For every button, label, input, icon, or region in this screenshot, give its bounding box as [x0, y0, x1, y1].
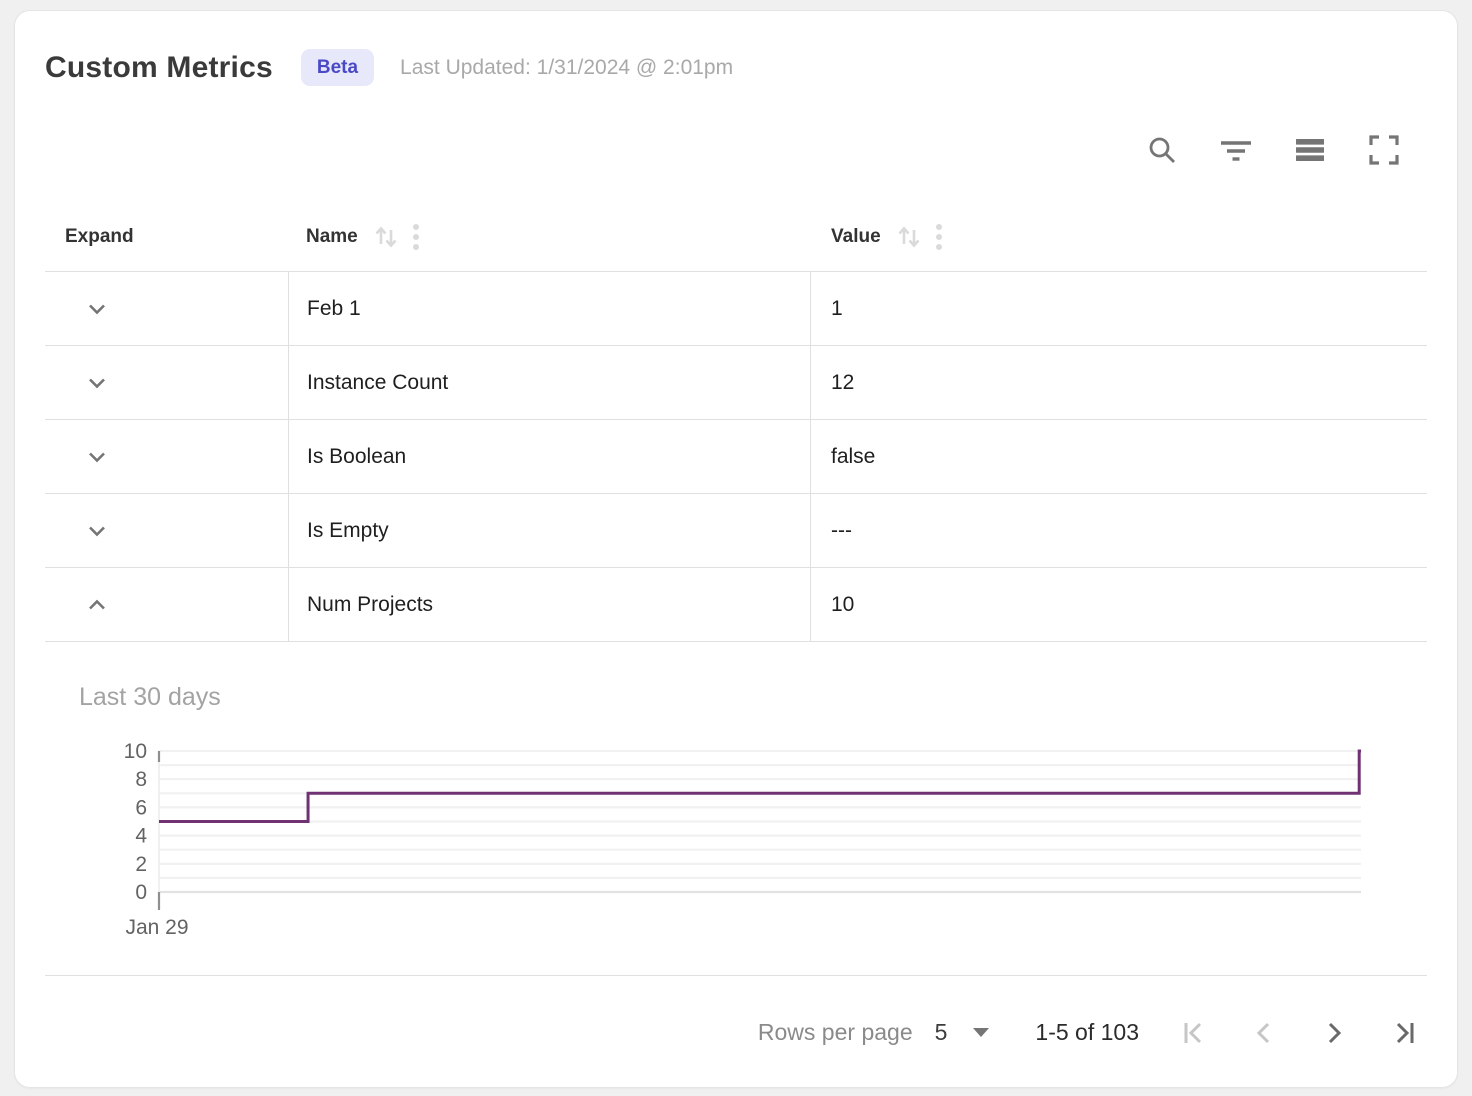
table-footer: Rows per page 5 1-5 of 103 — [45, 975, 1427, 1087]
rows-per-page-select[interactable]: 5 — [935, 1019, 990, 1046]
sort-icon[interactable] — [895, 224, 923, 250]
pagination-controls — [1179, 1018, 1419, 1048]
table-row: Instance Count 12 — [45, 346, 1427, 420]
sort-icon[interactable] — [372, 224, 400, 250]
cell-value: 12 — [831, 370, 855, 394]
cell-name: Is Boolean — [288, 420, 811, 493]
column-header-name-label: Name — [306, 226, 358, 247]
step-line-chart: 0 2 4 6 8 10 Jan 29 — [124, 740, 1361, 939]
column-header-value[interactable]: Value — [811, 222, 1427, 252]
fullscreen-icon — [1369, 135, 1399, 165]
select-arrow-icon — [973, 1028, 990, 1037]
table-row: Is Boolean false — [45, 420, 1427, 494]
table-header-row: Expand Name Value — [45, 203, 1427, 272]
column-header-name[interactable]: Name — [288, 222, 811, 252]
svg-text:8: 8 — [135, 768, 147, 791]
svg-text:6: 6 — [135, 796, 147, 819]
expand-row-button[interactable] — [77, 437, 117, 477]
expand-row-button[interactable] — [77, 511, 117, 551]
num-projects-chart: 0 2 4 6 8 10 Jan 29 — [71, 736, 1401, 951]
last-page-icon — [1396, 1022, 1414, 1043]
cell-value: --- — [831, 518, 852, 542]
column-menu-icon[interactable] — [935, 222, 943, 252]
beta-badge: Beta — [300, 49, 375, 86]
column-header-expand: Expand — [45, 226, 288, 248]
chevron-right-icon — [1328, 1022, 1342, 1043]
cell-name: Instance Count — [288, 346, 811, 419]
svg-text:Jan 29: Jan 29 — [125, 916, 188, 939]
chevron-down-icon — [89, 304, 105, 314]
rows-per-page-label: Rows per page — [757, 1019, 913, 1045]
custom-metrics-card: Custom Metrics Beta Last Updated: 1/31/2… — [14, 10, 1458, 1088]
cell-name: Feb 1 — [288, 272, 811, 345]
table-row: Is Empty --- — [45, 494, 1427, 568]
column-menu-icon[interactable] — [412, 222, 420, 252]
prev-page-button[interactable] — [1249, 1018, 1279, 1048]
search-icon — [1149, 137, 1175, 163]
svg-text:4: 4 — [135, 825, 147, 848]
chevron-down-icon — [89, 452, 105, 462]
svg-text:10: 10 — [124, 740, 147, 763]
table-row: Num Projects 10 — [45, 568, 1427, 642]
chevron-down-icon — [89, 378, 105, 388]
cell-name: Num Projects — [288, 568, 811, 641]
expand-row-button[interactable] — [77, 363, 117, 403]
page-title: Custom Metrics — [45, 50, 273, 84]
rows-per-page-value: 5 — [934, 1019, 948, 1045]
fullscreen-button[interactable] — [1367, 133, 1401, 167]
pagination-range-text: 1-5 of 103 — [1035, 1019, 1139, 1045]
cell-name: Is Empty — [288, 494, 811, 567]
first-page-icon — [1184, 1022, 1202, 1043]
svg-text:0: 0 — [135, 881, 147, 904]
column-header-expand-label: Expand — [65, 226, 134, 247]
svg-text:2: 2 — [135, 853, 147, 876]
search-button[interactable] — [1145, 133, 1179, 167]
last-page-button[interactable] — [1389, 1018, 1419, 1048]
header: Custom Metrics Beta Last Updated: 1/31/2… — [45, 49, 733, 86]
chart-title: Last 30 days — [79, 683, 221, 711]
table-toolbar — [1145, 133, 1401, 167]
density-icon — [1296, 139, 1324, 161]
density-button[interactable] — [1293, 133, 1327, 167]
cell-value: false — [831, 444, 876, 468]
filter-button[interactable] — [1219, 133, 1253, 167]
chevron-down-icon — [89, 526, 105, 536]
cell-value: 10 — [831, 592, 855, 616]
column-header-value-label: Value — [831, 226, 881, 247]
expand-row-button[interactable] — [77, 289, 117, 329]
next-page-button[interactable] — [1319, 1018, 1349, 1048]
table-row: Feb 1 1 — [45, 272, 1427, 346]
table-body: Feb 1 1 Instance Count 12 Is Boolean fal… — [45, 272, 1427, 642]
filter-icon — [1221, 141, 1251, 161]
collapse-row-button[interactable] — [77, 585, 117, 625]
chevron-up-icon — [89, 599, 105, 609]
last-updated-text: Last Updated: 1/31/2024 @ 2:01pm — [400, 55, 734, 79]
cell-value: 1 — [831, 296, 843, 320]
first-page-button[interactable] — [1179, 1018, 1209, 1048]
chevron-left-icon — [1256, 1022, 1270, 1043]
